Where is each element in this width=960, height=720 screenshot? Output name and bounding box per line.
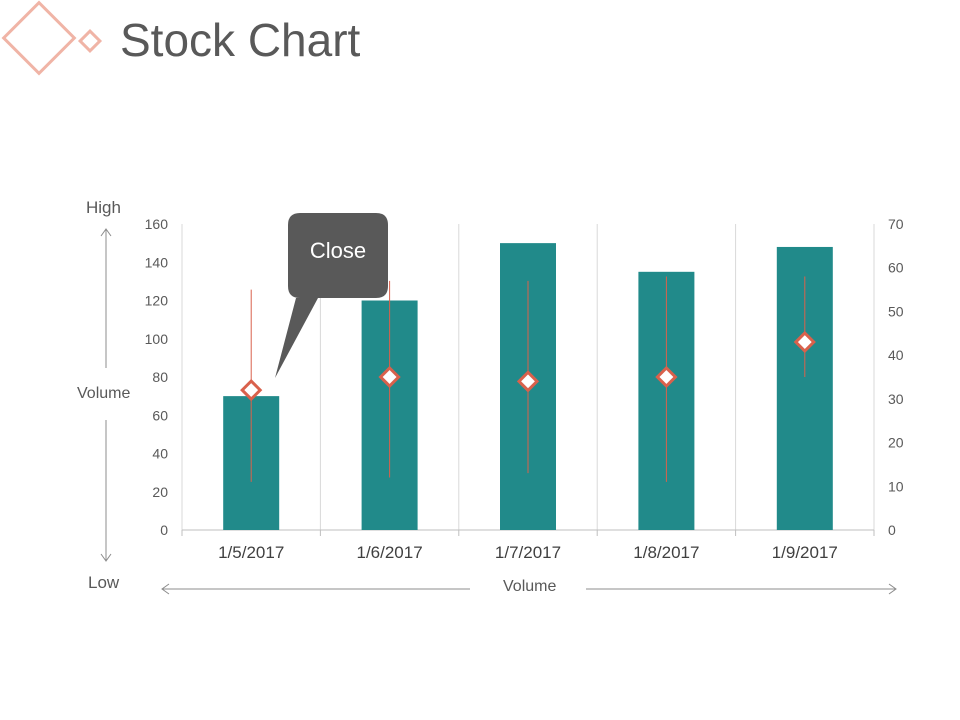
left-tick-label: 160 [145,216,169,232]
right-tick-label: 70 [888,216,904,232]
left-axis-label: Volume [77,385,131,402]
close-marker [240,378,263,402]
category-label: 1/7/2017 [495,543,561,562]
right-tick-label: 10 [888,478,904,494]
page-title: Stock Chart [120,14,361,66]
category-label: 1/9/2017 [772,543,838,562]
high-label: High [86,198,121,217]
bottom-axis-label: Volume [503,578,557,595]
close-marker [378,365,401,389]
right-tick-label: 0 [888,522,896,538]
arrow-up-icon [100,228,112,237]
category-label: 1/5/2017 [218,543,284,562]
diamond-logo-icon [1,0,103,76]
right-tick-label: 30 [888,391,904,407]
left-tick-label: 0 [160,522,168,538]
left-tick-label: 100 [145,331,169,347]
close-marker [793,330,816,354]
close-marker [516,370,540,393]
arrow-right-icon [888,583,897,595]
category-label: 1/8/2017 [633,543,699,562]
right-tick-label: 20 [888,435,904,451]
callout-bubble [275,213,388,378]
left-tick-label: 20 [152,484,168,500]
category-label: 1/6/2017 [357,543,423,562]
left-tick-label: 120 [145,293,169,309]
right-tick-label: 60 [888,260,904,276]
callout-label: Close [309,238,367,263]
left-tick-label: 140 [145,254,169,270]
left-tick-label: 60 [152,407,168,423]
left-tick-label: 80 [152,369,168,385]
arrow-down-icon [100,553,112,562]
right-tick-label: 40 [888,347,904,363]
left-tick-label: 40 [152,446,168,462]
right-tick-label: 50 [888,303,904,319]
low-label: Low [88,573,120,592]
arrow-left-icon [161,583,170,595]
close-marker [655,365,678,389]
